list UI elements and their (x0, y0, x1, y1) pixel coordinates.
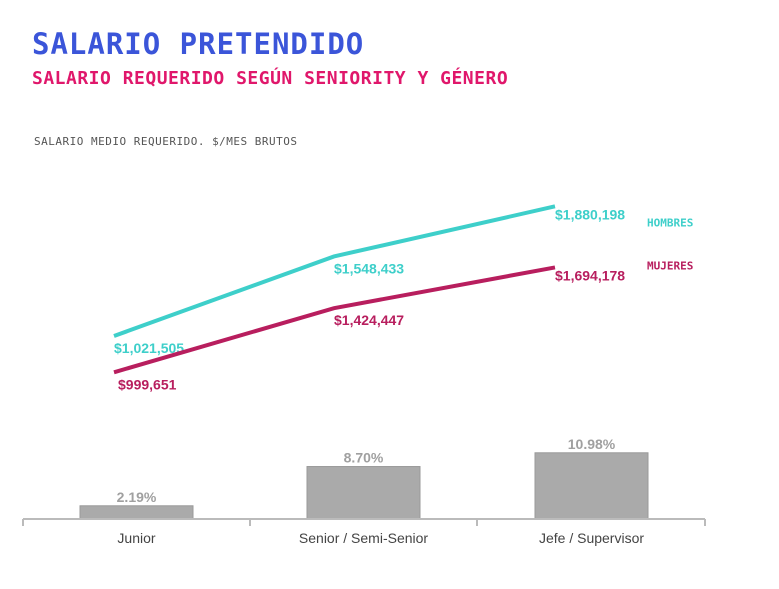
data-label: $1,021,505 (114, 340, 184, 356)
data-label: $999,651 (118, 376, 177, 392)
bar (79, 505, 194, 520)
bar-label: 2.19% (117, 489, 157, 505)
data-label: $1,548,433 (334, 260, 404, 276)
series-line-hombres (113, 204, 556, 338)
legend-hombres: HOMBRES (647, 216, 693, 229)
bar (306, 466, 421, 520)
bar-label: 8.70% (344, 450, 384, 466)
data-label: $1,694,178 (555, 267, 625, 283)
x-tick-label: Jefe / Supervisor (539, 530, 644, 546)
chart-caption: SALARIO MEDIO REQUERIDO. $/MES BRUTOS (34, 135, 298, 148)
page-title: SALARIO PRETENDIDO (32, 27, 365, 61)
legend-mujeres: MUJERES (647, 259, 693, 272)
bar (534, 452, 649, 520)
data-label: $1,424,447 (334, 312, 404, 328)
bar-label: 10.98% (568, 436, 616, 452)
page-subtitle: SALARIO REQUERIDO SEGÚN SENIORITY Y GÉNE… (32, 68, 509, 89)
series-line-mujeres (113, 265, 556, 375)
data-label: $1,880,198 (555, 206, 625, 222)
x-tick-label: Senior / Semi-Senior (299, 530, 429, 546)
x-tick-label: Junior (117, 530, 155, 546)
